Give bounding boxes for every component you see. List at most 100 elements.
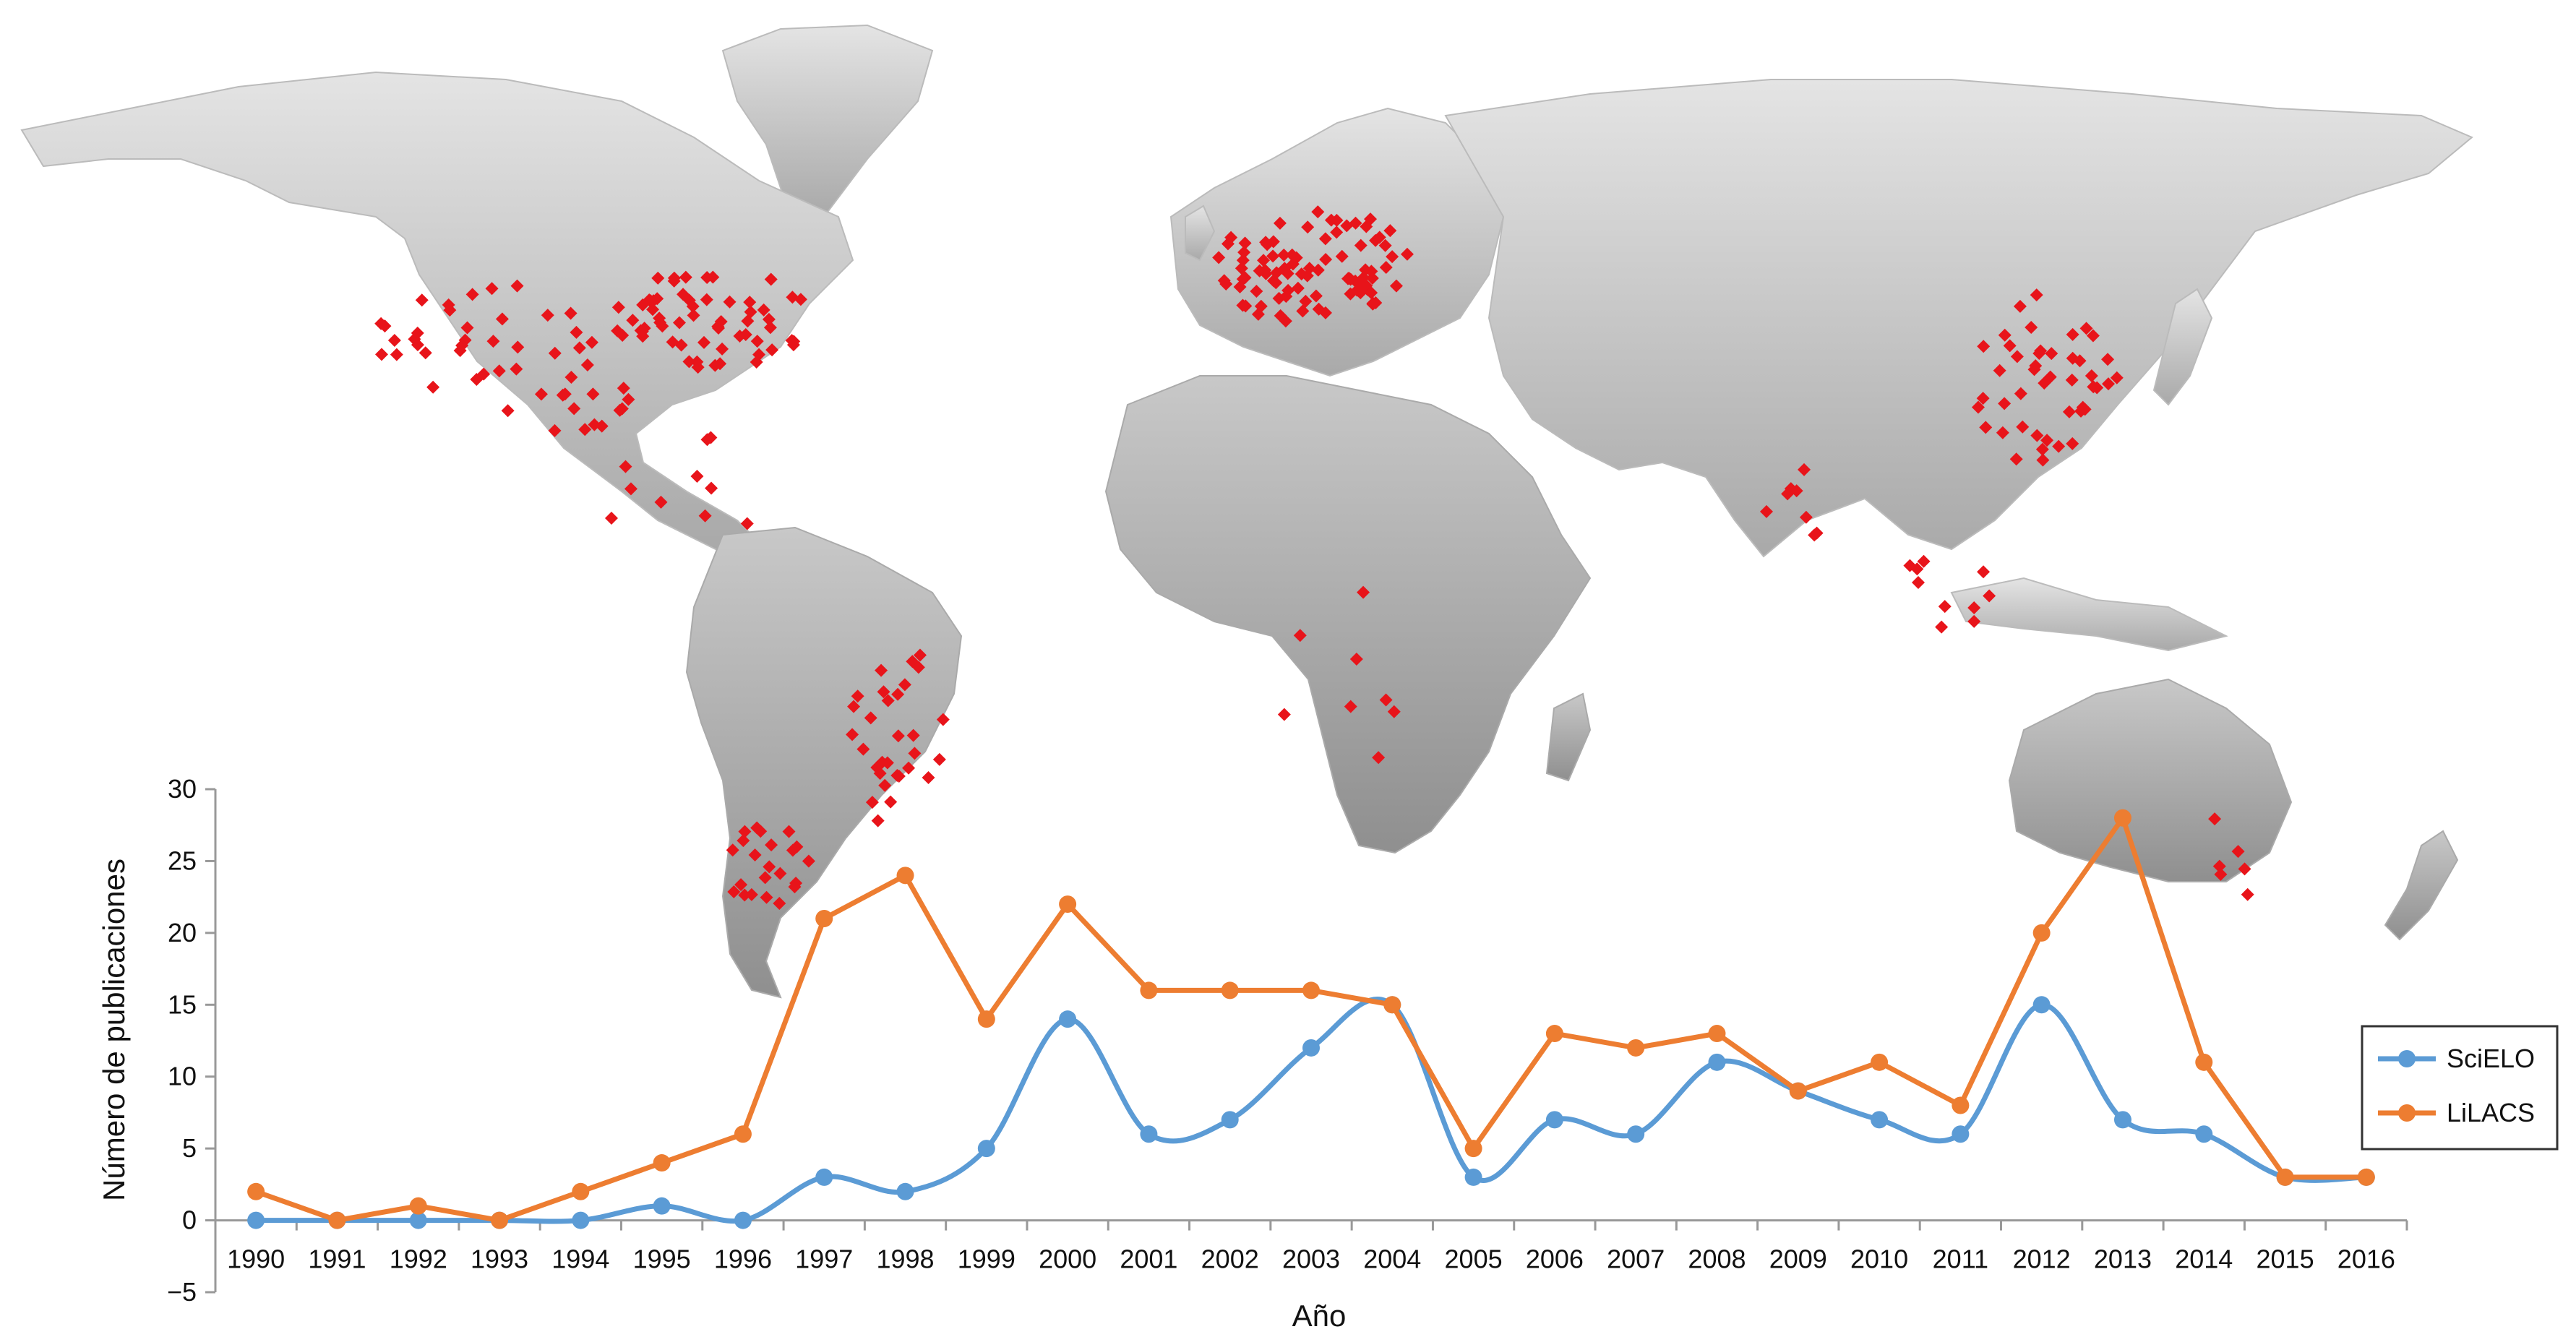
x-tick-label: 1990 bbox=[227, 1244, 285, 1274]
map-marker bbox=[757, 303, 770, 317]
map-marker bbox=[750, 335, 764, 348]
map-marker bbox=[460, 321, 474, 335]
map-marker bbox=[2073, 354, 2087, 368]
x-tick-label: 2005 bbox=[1445, 1244, 1503, 1274]
map-marker bbox=[2009, 452, 2023, 466]
map-marker bbox=[1365, 286, 1378, 300]
map-marker bbox=[426, 380, 440, 394]
map-marker bbox=[802, 854, 815, 868]
map-marker bbox=[2013, 299, 2027, 313]
map-marker bbox=[908, 747, 922, 760]
map-marker bbox=[1266, 274, 1280, 288]
x-tick-label: 2000 bbox=[1039, 1244, 1096, 1274]
map-marker bbox=[764, 272, 778, 286]
map-marker bbox=[875, 663, 888, 677]
map-marker bbox=[492, 364, 506, 378]
map-marker bbox=[2052, 439, 2066, 453]
map-marker bbox=[1357, 585, 1370, 599]
map-marker bbox=[1373, 231, 1386, 244]
legend-label: LiLACS bbox=[2447, 1098, 2535, 1127]
map-marker bbox=[1299, 294, 1313, 308]
x-axis-ticks: 1990 1991 1992 1993 1994 1995 1996 1997 1998 1999… bbox=[214, 1220, 2408, 1274]
legend-items: SciELO LiLACS bbox=[2378, 1044, 2535, 1127]
map-marker bbox=[580, 358, 594, 371]
data-point-scielo bbox=[1627, 1125, 1645, 1143]
map-marker bbox=[790, 840, 804, 854]
map-marker bbox=[674, 338, 688, 352]
map-marker bbox=[501, 404, 515, 418]
map-marker bbox=[765, 838, 778, 852]
map-marker bbox=[697, 335, 710, 349]
map-marker bbox=[622, 392, 635, 406]
x-tick-label: 2008 bbox=[1688, 1244, 1746, 1274]
data-point-lilacs bbox=[2032, 924, 2051, 942]
map-marker bbox=[1935, 620, 1949, 634]
map-marker bbox=[1239, 299, 1253, 313]
map-marker bbox=[408, 332, 421, 346]
series-lilacs bbox=[247, 809, 2375, 1229]
series-line-scielo bbox=[256, 997, 2366, 1224]
data-point-scielo bbox=[1059, 1010, 1077, 1028]
map-marker bbox=[1379, 693, 1393, 707]
map-marker bbox=[1971, 400, 1985, 414]
map-marker bbox=[1917, 554, 1931, 568]
data-point-lilacs bbox=[815, 909, 833, 927]
map-marker bbox=[672, 316, 686, 330]
x-tick-label: 2016 bbox=[2337, 1244, 2395, 1274]
x-tick-label: 2012 bbox=[2013, 1244, 2071, 1274]
map-marker bbox=[2066, 437, 2079, 450]
data-point-lilacs bbox=[1545, 1025, 1563, 1043]
x-tick-label: 2010 bbox=[1850, 1244, 1908, 1274]
data-point-lilacs bbox=[977, 1010, 995, 1028]
map-marker bbox=[604, 512, 618, 525]
map-marker bbox=[1998, 397, 2012, 410]
map-marker bbox=[902, 761, 916, 775]
map-marker bbox=[1330, 225, 1344, 239]
map-marker bbox=[1342, 271, 1356, 285]
data-point-scielo bbox=[2032, 996, 2051, 1014]
map-marker bbox=[643, 293, 656, 306]
map-marker bbox=[415, 293, 429, 307]
map-marker bbox=[1301, 220, 1315, 234]
map-marker bbox=[1366, 296, 1380, 310]
map-marker bbox=[1217, 274, 1231, 288]
map-marker bbox=[2014, 387, 2027, 400]
data-point-lilacs bbox=[2357, 1168, 2375, 1186]
map-marker bbox=[1250, 284, 1263, 298]
x-tick-label: 2009 bbox=[1769, 1244, 1827, 1274]
map-marker bbox=[1221, 237, 1235, 251]
map-marker bbox=[2016, 420, 2030, 434]
map-marker bbox=[758, 871, 772, 885]
x-tick-label: 2002 bbox=[1201, 1244, 1259, 1274]
map-marker bbox=[1784, 482, 1798, 496]
map-marker bbox=[1238, 236, 1252, 250]
data-point-scielo bbox=[1708, 1053, 1726, 1071]
map-marker bbox=[713, 357, 727, 371]
map-marker bbox=[1977, 340, 1991, 353]
map-marker bbox=[653, 316, 667, 330]
data-point-scielo bbox=[896, 1182, 914, 1200]
map-marker bbox=[1349, 652, 1363, 666]
map-marker bbox=[1344, 287, 1357, 301]
data-point-scielo bbox=[1464, 1168, 1482, 1186]
map-marker bbox=[2043, 370, 2057, 384]
map-marker bbox=[1967, 601, 1981, 615]
map-marker bbox=[890, 768, 904, 782]
map-marker bbox=[1977, 565, 1991, 579]
x-axis-title: Año bbox=[1292, 1299, 1347, 1333]
map-marker bbox=[871, 814, 885, 827]
map-marker bbox=[1274, 309, 1287, 322]
y-tick-label: 5 bbox=[182, 1133, 197, 1163]
map-marker bbox=[1808, 528, 1821, 542]
map-marker bbox=[595, 419, 609, 433]
map-markers bbox=[374, 205, 2254, 911]
map-marker bbox=[611, 324, 624, 338]
y-tick-label: 0 bbox=[182, 1205, 197, 1235]
map-marker bbox=[782, 825, 796, 838]
world-map bbox=[20, 24, 2473, 999]
map-marker bbox=[786, 291, 799, 304]
map-marker bbox=[1319, 253, 1333, 267]
data-point-scielo bbox=[977, 1140, 995, 1158]
series-layer bbox=[247, 809, 2375, 1229]
